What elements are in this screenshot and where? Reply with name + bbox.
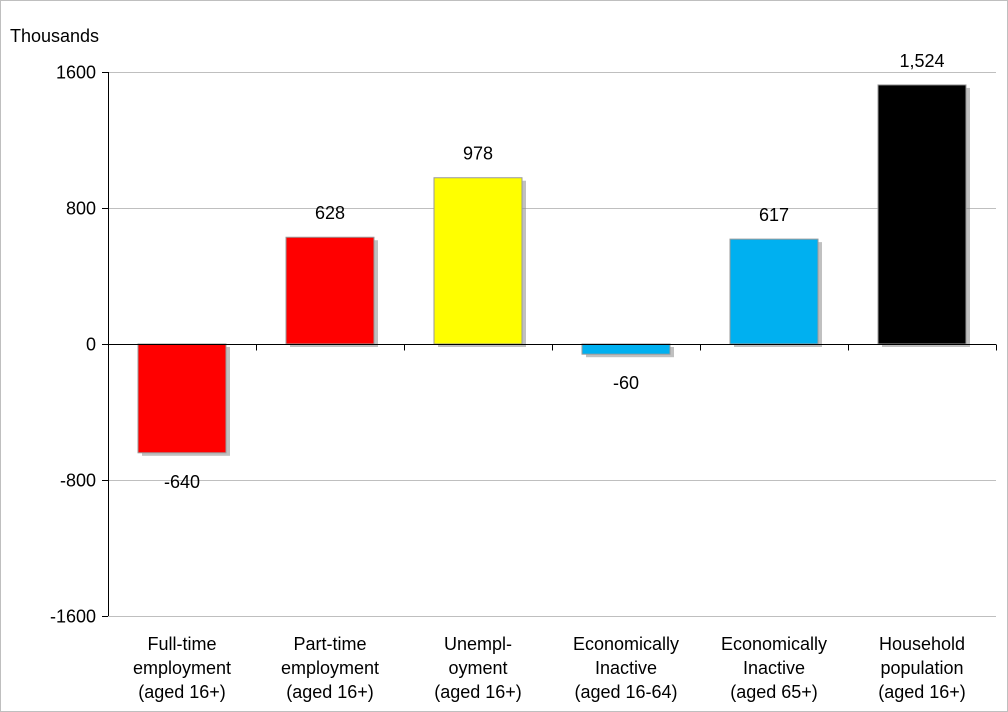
data-label: 978 — [463, 144, 493, 164]
bar — [137, 343, 227, 454]
data-label: 628 — [315, 203, 345, 223]
x-category-label: Economically Inactive (aged 16-64) — [573, 634, 679, 702]
y-unit-label: Thousands — [10, 26, 99, 46]
x-category-label: Full-time employment (aged 16+) — [133, 634, 231, 702]
data-label: 1,524 — [899, 51, 944, 71]
y-tick-label: 0 — [86, 335, 96, 355]
x-category-labels: Full-time employment (aged 16+) Part-time em… — [133, 634, 966, 702]
x-category-label: Part-time employment (aged 16+) — [281, 634, 379, 702]
x-category-label-line: (aged 16-64) — [574, 682, 677, 702]
x-category-label: Economically Inactive (aged 65+) — [721, 634, 827, 702]
x-category-label-line: Household — [879, 634, 965, 654]
bars — [137, 84, 970, 456]
x-category-label-line: (aged 16+) — [878, 682, 966, 702]
x-category-label-line: Economically — [721, 634, 827, 654]
bar — [581, 343, 671, 355]
bar — [877, 84, 967, 345]
y-tick-label: 1600 — [56, 63, 96, 83]
x-category-label-line: Unempl- — [444, 634, 512, 654]
x-category-label-line: Full-time — [147, 634, 216, 654]
x-category-label-line: (aged 65+) — [730, 682, 818, 702]
bar — [729, 238, 819, 345]
y-tick-label: 800 — [66, 199, 96, 219]
x-category-label: Unempl-oyment (aged 16+) — [434, 634, 522, 702]
x-category-label-line: Inactive — [595, 658, 657, 678]
x-category-label-line: (aged 16+) — [434, 682, 522, 702]
y-tick-labels: 1600 800 0 -800 -1600 — [50, 63, 96, 627]
x-category-label-line: Part-time — [293, 634, 366, 654]
x-category-label-line: oyment — [448, 658, 507, 678]
bar — [285, 236, 375, 345]
x-category-label: Household population (aged 16+) — [878, 634, 966, 702]
x-category-label-line: employment — [281, 658, 379, 678]
data-label: -60 — [613, 373, 639, 393]
x-category-label-line: population — [880, 658, 963, 678]
bar — [433, 177, 523, 345]
axes — [102, 72, 997, 617]
x-category-label-line: (aged 16+) — [286, 682, 374, 702]
y-tick-label: -800 — [60, 471, 96, 491]
gridlines — [108, 72, 996, 617]
x-category-label-line: employment — [133, 658, 231, 678]
y-tick-label: -1600 — [50, 607, 96, 627]
data-labels: -640 628 978 -60 617 1,524 — [164, 51, 945, 492]
x-category-label-line: Inactive — [743, 658, 805, 678]
data-label: -640 — [164, 472, 200, 492]
x-category-label-line: (aged 16+) — [138, 682, 226, 702]
data-label: 617 — [759, 205, 789, 225]
x-category-label-line: Economically — [573, 634, 679, 654]
